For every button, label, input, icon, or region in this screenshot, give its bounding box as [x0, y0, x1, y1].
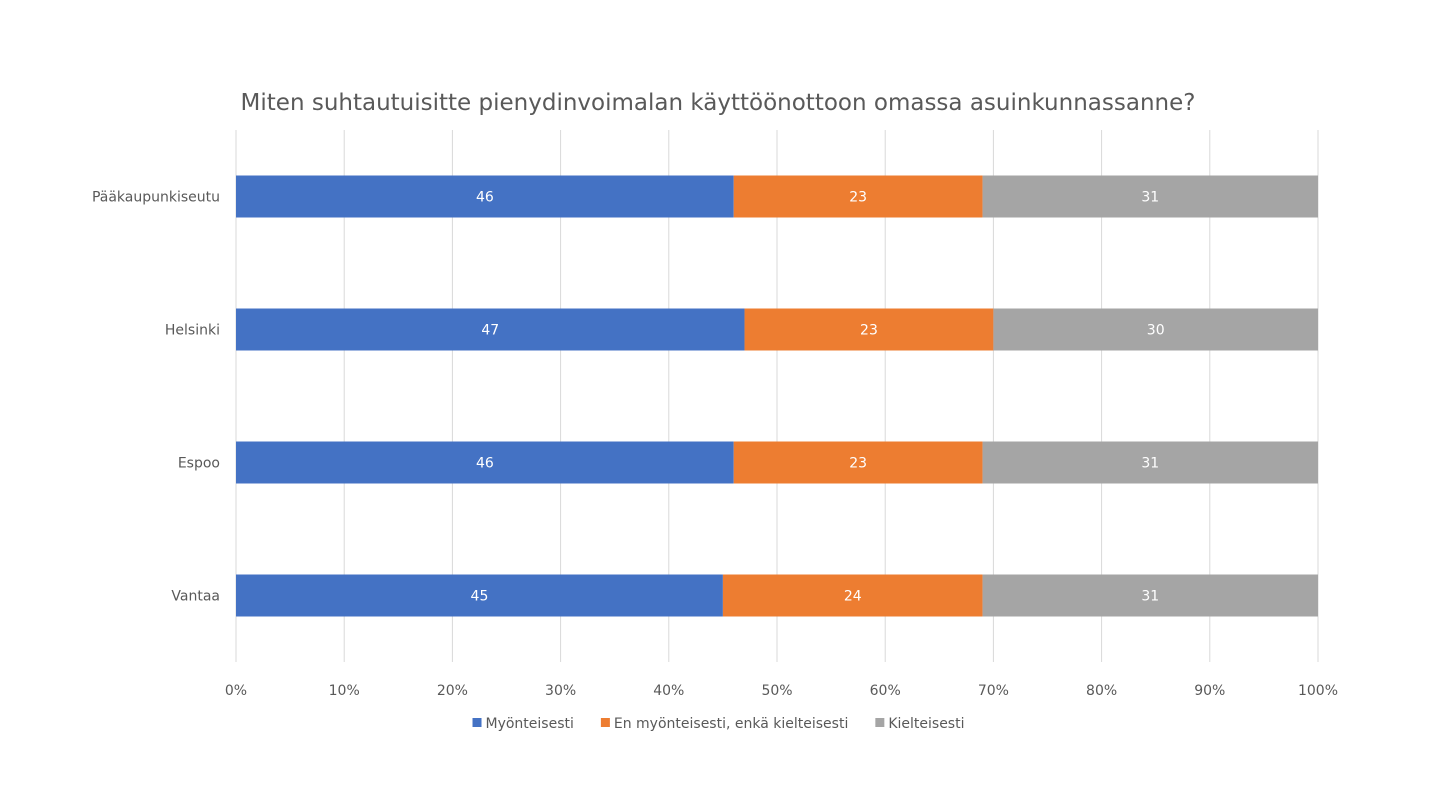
data-label: 47 — [481, 323, 499, 339]
data-label: 30 — [1147, 323, 1165, 339]
legend-swatch — [472, 718, 482, 727]
data-label: 46 — [476, 190, 494, 206]
category-label: Vantaa — [171, 589, 220, 605]
bar-segment — [733, 175, 983, 218]
bar-segment — [982, 175, 1318, 218]
x-tick-label: 90% — [1194, 683, 1225, 699]
data-label: 23 — [849, 456, 867, 472]
data-label: 46 — [476, 456, 494, 472]
bar-segment — [236, 175, 734, 218]
bar-segment — [733, 441, 983, 484]
data-label: 23 — [860, 323, 878, 339]
bar-segment — [236, 308, 745, 351]
legend-swatch — [875, 718, 885, 727]
category-label: Helsinki — [165, 323, 220, 339]
data-label: 24 — [844, 589, 862, 605]
x-tick-label: 60% — [870, 683, 901, 699]
x-tick-label: 100% — [1298, 683, 1338, 699]
x-tick-label: 0% — [225, 683, 247, 699]
x-tick-label: 80% — [1086, 683, 1117, 699]
category-label: Espoo — [178, 456, 220, 472]
x-tick-label: 70% — [978, 683, 1009, 699]
data-label: 31 — [1141, 190, 1159, 206]
bar-segment — [236, 441, 734, 484]
x-tick-label: 30% — [545, 683, 576, 699]
x-tick-label: 10% — [329, 683, 360, 699]
bar-segment — [236, 574, 723, 617]
legend-label: En myönteisesti, enkä kielteisesti — [614, 716, 848, 732]
category-label: Pääkaupunkiseutu — [92, 190, 220, 206]
x-tick-label: 50% — [761, 683, 792, 699]
data-label: 31 — [1141, 456, 1159, 472]
legend-label: Myönteisesti — [486, 716, 574, 732]
x-tick-label: 20% — [437, 683, 468, 699]
chart-title: Miten suhtautuisitte pienydinvoimalan kä… — [241, 90, 1196, 116]
bar-segment — [982, 441, 1318, 484]
bar-segment — [744, 308, 994, 351]
x-tick-label: 40% — [653, 683, 684, 699]
bar-segment — [993, 308, 1318, 351]
legend-label: Kielteisesti — [888, 716, 964, 732]
bar-segment — [722, 574, 983, 617]
data-label: 31 — [1141, 589, 1159, 605]
data-label: 45 — [471, 589, 489, 605]
legend-swatch — [600, 718, 610, 727]
data-label: 23 — [849, 190, 867, 206]
bar-segment — [982, 574, 1318, 617]
